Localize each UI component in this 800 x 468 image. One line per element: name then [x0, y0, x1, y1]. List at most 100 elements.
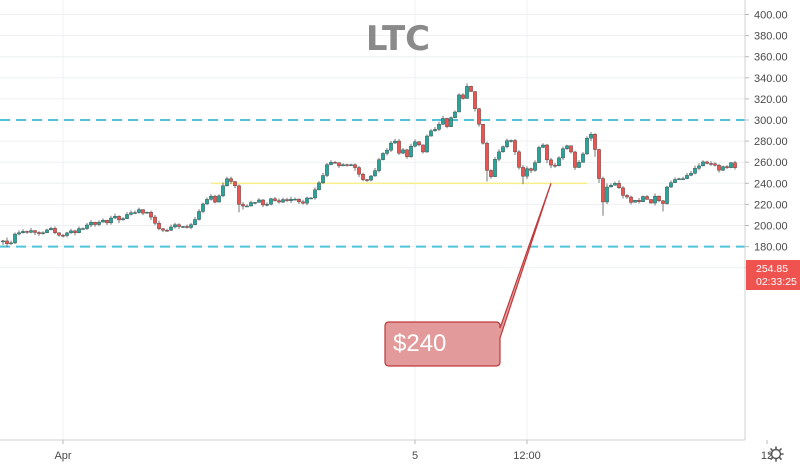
candle-body: [173, 224, 177, 228]
candle: [381, 152, 385, 161]
candle: [649, 199, 653, 204]
candle: [353, 163, 357, 171]
price-tick-label: 380.00: [754, 31, 788, 43]
callout-label: $240: [393, 330, 446, 357]
candle: [709, 161, 713, 166]
candle: [309, 197, 313, 200]
candle: [577, 160, 581, 169]
candle: [401, 147, 405, 154]
candle: [137, 207, 141, 214]
candle: [177, 223, 181, 229]
candle: [357, 165, 361, 177]
candle: [317, 181, 321, 191]
candle-body: [513, 140, 517, 153]
candle: [613, 181, 617, 186]
candle: [145, 211, 149, 214]
time-tick-label: 12: [761, 450, 773, 462]
candle-body: [597, 149, 601, 179]
candle-body: [413, 141, 417, 147]
candle: [445, 117, 449, 129]
candle: [181, 226, 185, 229]
candle-body: [621, 187, 625, 196]
candle: [465, 83, 469, 99]
candle-body: [133, 212, 137, 214]
candle: [93, 221, 97, 227]
price-tick-label: 340.00: [754, 73, 788, 85]
candle-body: [57, 232, 61, 236]
candle: [21, 229, 25, 234]
candle-body: [357, 167, 361, 175]
candle: [409, 143, 413, 158]
price-tick-label: 220.00: [754, 199, 788, 211]
candle-body: [433, 129, 437, 132]
candle: [681, 176, 685, 181]
candle: [505, 138, 509, 149]
candle: [301, 199, 305, 205]
candle-body: [525, 168, 529, 177]
price-callout[interactable]: $240: [384, 183, 552, 367]
gear-icon[interactable]: [768, 446, 784, 462]
candle: [413, 139, 417, 148]
candle-body: [609, 184, 613, 188]
candle-body: [197, 211, 201, 220]
candle-body: [165, 230, 169, 232]
candle-body: [725, 166, 729, 168]
candle: [193, 216, 197, 226]
price-tick-label: 240.00: [754, 178, 788, 190]
candle: [1, 239, 5, 246]
candle: [325, 162, 329, 178]
candle-body: [17, 232, 21, 235]
candle-body: [441, 118, 445, 125]
candle-body: [689, 173, 693, 176]
candle-body: [205, 199, 209, 205]
candle: [573, 150, 577, 171]
candle: [121, 217, 125, 221]
candle-body: [65, 232, 69, 236]
candle-body: [549, 159, 553, 166]
price-tick-label: 260.00: [754, 157, 788, 169]
candle-body: [509, 140, 513, 142]
candle-body: [233, 181, 237, 187]
candle: [533, 160, 537, 172]
candle: [677, 177, 681, 180]
candle-body: [21, 231, 25, 233]
candle: [57, 232, 61, 237]
callout-shape: [384, 183, 552, 367]
candle-body: [209, 195, 213, 200]
candle: [217, 194, 221, 203]
candle-body: [385, 149, 389, 154]
candle-body: [53, 228, 57, 233]
candle: [361, 172, 365, 182]
candle-body: [261, 199, 265, 206]
candle: [205, 197, 209, 205]
candle: [657, 195, 661, 203]
candle: [189, 222, 193, 230]
candle-body: [285, 199, 289, 201]
candle-body: [645, 196, 649, 200]
candle: [453, 110, 457, 119]
candle: [169, 224, 173, 231]
candle-body: [29, 230, 33, 233]
candle: [249, 200, 253, 207]
candle-body: [45, 229, 49, 233]
time-tick-label: 12:00: [513, 450, 541, 462]
candle: [701, 160, 705, 167]
candle: [721, 165, 725, 172]
candle: [17, 230, 21, 236]
candle: [197, 209, 201, 221]
candle-body: [481, 124, 485, 144]
horizontal-levels[interactable]: [0, 119, 745, 248]
candle: [101, 218, 105, 223]
candle: [565, 144, 569, 150]
candle: [297, 198, 301, 204]
candle-body: [625, 195, 629, 198]
price-tick-label: 180.00: [754, 242, 788, 254]
time-axis-background: [0, 440, 800, 468]
candle-body: [589, 134, 593, 139]
candle: [393, 138, 397, 145]
candle-body: [465, 86, 469, 99]
candle: [377, 157, 381, 173]
